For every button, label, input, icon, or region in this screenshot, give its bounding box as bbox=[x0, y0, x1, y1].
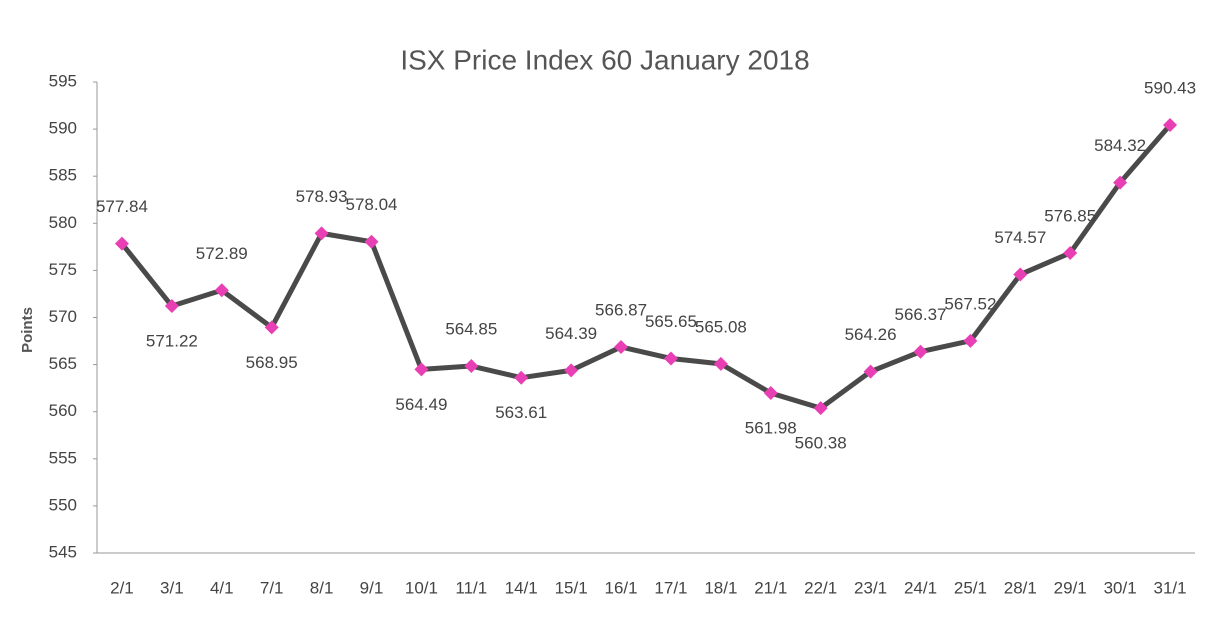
marker bbox=[913, 344, 928, 359]
x-tick-label: 31/1 bbox=[1153, 578, 1186, 597]
x-tick-label: 21/1 bbox=[754, 578, 787, 597]
line bbox=[120, 123, 1172, 411]
data-label: 566.87 bbox=[595, 300, 647, 319]
x-tick-label: 22/1 bbox=[804, 578, 837, 597]
y-tick-label: 560 bbox=[49, 401, 77, 420]
y-tick-label: 555 bbox=[49, 448, 77, 467]
x-tick-label: 23/1 bbox=[854, 578, 887, 597]
marker bbox=[1013, 267, 1028, 282]
y-tick-label: 565 bbox=[49, 354, 77, 373]
x-tick-label: 4/1 bbox=[210, 578, 234, 597]
marker bbox=[114, 236, 129, 251]
data-label: 584.32 bbox=[1094, 136, 1146, 155]
y-tick-label: 580 bbox=[49, 213, 77, 232]
marker bbox=[164, 299, 179, 314]
x-tick-label: 14/1 bbox=[505, 578, 538, 597]
marker bbox=[1113, 175, 1128, 190]
data-label: 564.49 bbox=[395, 395, 447, 414]
data-label: 563.61 bbox=[495, 403, 547, 422]
marker bbox=[1163, 118, 1178, 133]
marker bbox=[314, 226, 329, 241]
marker bbox=[763, 386, 778, 401]
marker bbox=[214, 283, 229, 298]
y-tick-label: 595 bbox=[49, 71, 77, 90]
data-label: 578.93 bbox=[296, 187, 348, 206]
y-tick-label: 590 bbox=[49, 119, 77, 138]
marker bbox=[813, 401, 828, 416]
marker bbox=[614, 339, 629, 354]
data-label: 578.04 bbox=[346, 195, 398, 214]
data-label: 590.43 bbox=[1144, 79, 1196, 98]
x-tick-label: 25/1 bbox=[954, 578, 987, 597]
data-label: 567.52 bbox=[944, 294, 996, 313]
x-tick-label: 9/1 bbox=[360, 578, 384, 597]
marker bbox=[564, 363, 579, 378]
x-tick-label: 8/1 bbox=[310, 578, 334, 597]
y-tick-label: 550 bbox=[49, 495, 77, 514]
data-label: 561.98 bbox=[745, 419, 797, 438]
marker bbox=[1063, 245, 1078, 260]
chart-title: ISX Price Index 60 January 2018 bbox=[400, 44, 809, 75]
marker bbox=[364, 234, 379, 249]
data-label: 571.22 bbox=[146, 331, 198, 350]
x-tick-label: 16/1 bbox=[604, 578, 637, 597]
data-label: 574.57 bbox=[994, 228, 1046, 247]
x-tick-label: 3/1 bbox=[160, 578, 184, 597]
x-tick-label: 2/1 bbox=[110, 578, 134, 597]
data-label: 564.85 bbox=[445, 319, 497, 338]
marker bbox=[464, 359, 479, 374]
marker bbox=[713, 356, 728, 371]
x-tick-label: 30/1 bbox=[1104, 578, 1137, 597]
x-tick-label: 7/1 bbox=[260, 578, 284, 597]
y-tick-label: 585 bbox=[49, 166, 77, 185]
x-tick-label: 29/1 bbox=[1054, 578, 1087, 597]
data-label: 568.95 bbox=[246, 353, 298, 372]
data-label: 564.26 bbox=[845, 325, 897, 344]
data-label: 560.38 bbox=[795, 434, 847, 453]
marker bbox=[414, 362, 429, 377]
data-label: 565.08 bbox=[695, 317, 747, 336]
x-tick-label: 10/1 bbox=[405, 578, 438, 597]
marker bbox=[264, 320, 279, 335]
x-tick-label: 15/1 bbox=[555, 578, 588, 597]
marker bbox=[863, 364, 878, 379]
y-tick-label: 570 bbox=[49, 307, 77, 326]
x-tick-label: 17/1 bbox=[654, 578, 687, 597]
data-label: 576.85 bbox=[1044, 206, 1096, 225]
data-label: 577.84 bbox=[96, 197, 148, 216]
marker bbox=[663, 351, 678, 366]
x-tick-label: 28/1 bbox=[1004, 578, 1037, 597]
y-tick-label: 575 bbox=[49, 260, 77, 279]
data-label: 564.39 bbox=[545, 324, 597, 343]
y-axis-title: Points bbox=[19, 307, 36, 353]
marker bbox=[963, 333, 978, 348]
data-label: 565.65 bbox=[645, 312, 697, 331]
data-label: 572.89 bbox=[196, 244, 248, 263]
x-tick-label: 24/1 bbox=[904, 578, 937, 597]
x-tick-label: 11/1 bbox=[455, 578, 487, 597]
data-label: 566.37 bbox=[895, 305, 947, 324]
y-tick-label: 545 bbox=[49, 542, 77, 561]
marker bbox=[514, 370, 529, 385]
x-tick-label: 18/1 bbox=[704, 578, 737, 597]
